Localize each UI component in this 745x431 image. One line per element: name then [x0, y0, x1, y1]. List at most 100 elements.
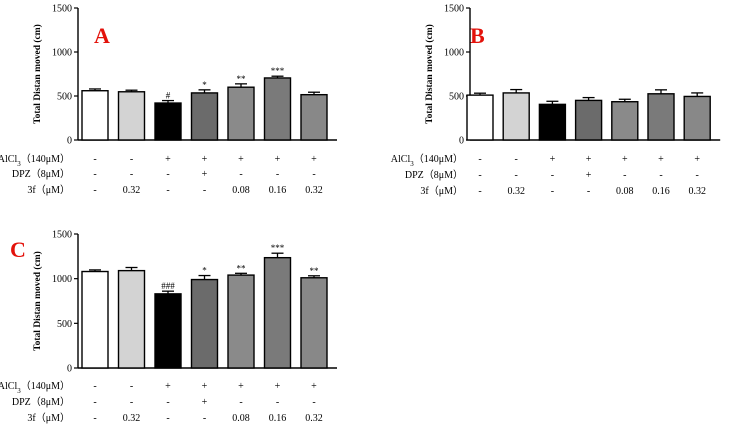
condition-mark: +: [275, 154, 281, 165]
y-axis-label: Total Distan moved (cm): [424, 24, 435, 124]
bar: [263, 256, 292, 369]
condition-mark: -: [276, 397, 279, 408]
condition-mark: 0.32: [305, 185, 323, 196]
condition-label-main: AlCl: [0, 154, 17, 165]
panel-letter: A: [94, 23, 110, 48]
condition-label-main: DPZ（8μM）: [405, 169, 463, 181]
condition-label-main: AlCl: [0, 381, 17, 392]
condition-mark: +: [658, 154, 664, 165]
condition-mark: 0.16: [269, 185, 287, 196]
condition-mark: -: [93, 381, 96, 392]
condition-mark: +: [238, 381, 244, 392]
condition-mark: 0.08: [616, 186, 634, 197]
bar: [502, 92, 530, 141]
condition-label: DPZ（8μM）: [12, 168, 70, 180]
y-tick-label: 1000: [52, 274, 72, 285]
condition-mark: 0.08: [232, 185, 250, 196]
y-tick-label: 1500: [52, 230, 72, 241]
condition-label-main: DPZ（8μM）: [12, 168, 70, 180]
condition-label-main: AlCl: [391, 154, 411, 165]
y-tick-label: 0: [459, 136, 464, 147]
condition-mark: +: [202, 154, 208, 165]
bar: [263, 77, 292, 141]
condition-mark: 0.32: [123, 413, 141, 424]
condition-mark: -: [166, 413, 169, 424]
condition-mark: -: [515, 154, 518, 165]
bar: [227, 86, 255, 141]
condition-label-sub: 3: [17, 387, 21, 395]
panel-c: C 0 500 1000 1500 Total Distan moved (cm) ### *…: [0, 230, 337, 424]
condition-label-rest: （140μM）: [414, 153, 463, 165]
bar: [574, 99, 603, 141]
y-tick-label: 1500: [444, 4, 464, 15]
y-tick-label: 500: [449, 92, 464, 103]
condition-label-main: 3f（μM）: [420, 185, 463, 197]
significance-label: **: [310, 266, 320, 276]
panel-b: B 0 500 1000 1500 Total Distan moved (cm) AlCl…: [391, 4, 721, 197]
y-tick-label: 500: [57, 92, 72, 103]
y-axis-label: Total Distan moved (cm): [32, 251, 43, 351]
condition-mark: -: [312, 169, 315, 180]
condition-mark: +: [202, 169, 208, 180]
condition-mark: -: [239, 397, 242, 408]
panel-letter: C: [10, 237, 26, 262]
bar: [300, 277, 328, 369]
condition-mark: +: [165, 154, 171, 165]
bar: [683, 95, 711, 141]
significance-label: ###: [161, 281, 175, 291]
condition-label: DPZ（8μM）: [405, 169, 463, 181]
condition-mark: -: [166, 397, 169, 408]
condition-mark: -: [696, 170, 699, 181]
condition-mark: -: [130, 381, 133, 392]
bar: [611, 101, 639, 141]
condition-label: DPZ（8μM）: [12, 396, 70, 408]
condition-mark: -: [239, 169, 242, 180]
condition-mark: -: [515, 170, 518, 181]
condition-label-main: 3f（μM）: [27, 412, 70, 424]
condition-mark: -: [478, 170, 481, 181]
bar: [538, 103, 567, 141]
condition-mark: -: [93, 413, 96, 424]
condition-label-sub: 3: [17, 160, 21, 168]
condition-mark: +: [586, 154, 592, 165]
condition-mark: +: [586, 170, 592, 181]
y-tick-label: 1000: [444, 48, 464, 59]
significance-label: *: [202, 80, 207, 90]
condition-mark: -: [93, 169, 96, 180]
significance-label: **: [237, 74, 247, 84]
panel-letter: B: [470, 23, 485, 48]
condition-mark: -: [93, 154, 96, 165]
condition-label-rest: （140μM）: [21, 380, 70, 392]
condition-mark: +: [311, 381, 317, 392]
condition-label: 3f（μM）: [27, 184, 70, 196]
condition-label-sub: 3: [410, 160, 414, 168]
significance-label: ***: [271, 243, 285, 253]
y-tick-label: 1500: [52, 4, 72, 15]
condition-mark: +: [275, 381, 281, 392]
condition-mark: -: [276, 169, 279, 180]
condition-mark: +: [202, 397, 208, 408]
condition-mark: +: [694, 154, 700, 165]
condition-mark: 0.32: [507, 186, 525, 197]
condition-mark: 0.32: [123, 185, 141, 196]
condition-label-main: 3f（μM）: [27, 184, 70, 196]
bar: [647, 93, 675, 141]
bar: [466, 94, 494, 141]
condition-label: AlCl3（140μM）: [0, 380, 70, 395]
condition-mark: 0.08: [232, 413, 250, 424]
condition-label: AlCl3（140μM）: [391, 153, 463, 168]
condition-mark: -: [93, 185, 96, 196]
bar: [154, 293, 182, 369]
condition-mark: -: [130, 397, 133, 408]
y-tick-label: 500: [57, 319, 72, 330]
condition-mark: -: [478, 154, 481, 165]
significance-label: #: [166, 91, 171, 101]
y-tick-label: 0: [67, 364, 72, 375]
bar: [190, 92, 219, 141]
condition-mark: +: [238, 154, 244, 165]
condition-mark: -: [659, 170, 662, 181]
condition-mark: +: [165, 381, 171, 392]
bar: [117, 269, 146, 369]
condition-label: AlCl3（140μM）: [0, 153, 70, 168]
